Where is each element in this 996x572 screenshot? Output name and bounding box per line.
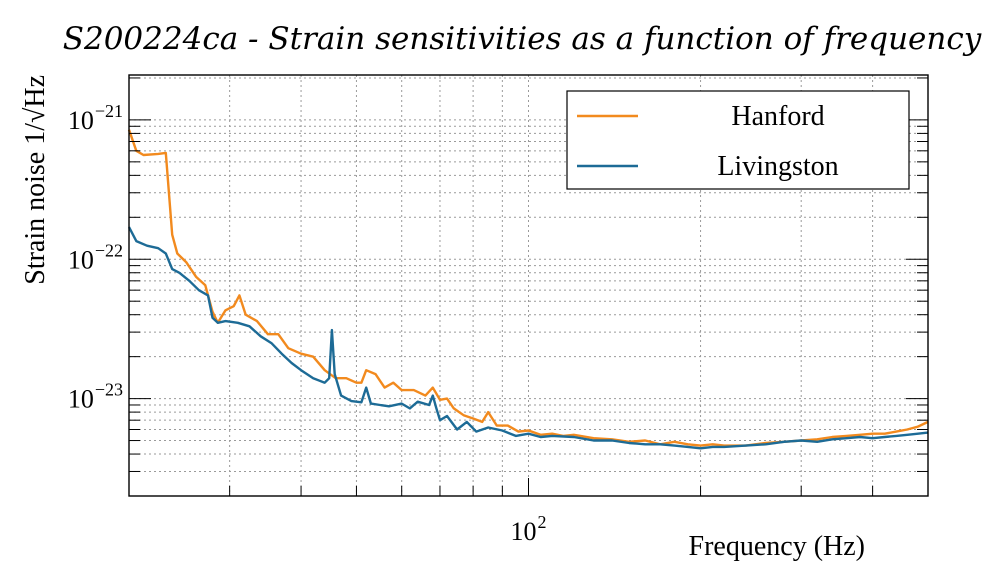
series-line-livingston	[127, 226, 929, 450]
y-tick-label-exponent: −23	[95, 380, 123, 400]
y-tick-label: 10 −21	[68, 101, 123, 135]
series-lines	[127, 129, 929, 450]
chart-title: S200224ca - Strain sensitivities as a fu…	[63, 21, 982, 57]
x-tick-label-exponent: 2	[538, 512, 547, 532]
legend-item-hanford: Hanford	[577, 101, 825, 132]
y-tick-label: 10 −23	[68, 380, 123, 414]
y-tick-label-exponent: −21	[95, 101, 123, 121]
legend-box	[566, 90, 910, 190]
axis-ticks	[128, 77, 929, 497]
y-tick-label: 10 −22	[68, 240, 123, 274]
y-tick-label-exponent: −22	[95, 240, 123, 260]
x-tick-label-base: 10	[511, 517, 537, 546]
x-tick-label: 10 2	[511, 512, 547, 546]
legend-label: Hanford	[731, 101, 824, 132]
x-axis-label: Frequency (Hz)	[689, 531, 865, 562]
y-tick-label-base: 10	[68, 106, 94, 135]
legend-item-livingston: Livingston	[577, 151, 839, 182]
y-tick-label-base: 10	[68, 385, 94, 414]
y-axis-label: Strain noise 1/√Hz	[20, 75, 51, 285]
y-tick-label-base: 10	[68, 245, 94, 274]
legend: Hanford Livingston	[566, 90, 910, 190]
legend-label: Livingston	[717, 151, 838, 182]
